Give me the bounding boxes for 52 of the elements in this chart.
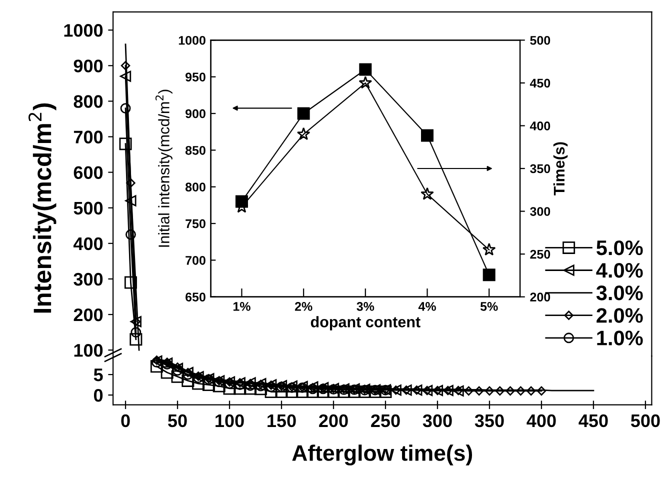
y-tick-label: 900: [186, 109, 206, 118]
x-tick-label: 2%: [294, 302, 312, 311]
y2-tick-label: 400: [530, 122, 550, 130]
legend-label: 1.0%: [597, 330, 643, 346]
legend-label: 3.0%: [596, 286, 643, 300]
y-tick-label: 500: [74, 202, 103, 215]
y-tick-label: 700: [74, 130, 103, 144]
y-tick-label: 800: [185, 182, 206, 192]
x-tick-label: 5%: [480, 302, 498, 311]
y2-tick-label: 250: [530, 250, 550, 259]
y2-tick-label: 350: [530, 164, 550, 174]
y-tick-label: 300: [74, 272, 103, 286]
x-tick-label: 200: [319, 414, 348, 428]
legend-label: 5.0%: [596, 240, 643, 256]
x-tick-label: 450: [578, 414, 608, 428]
x-tick-label: 400: [526, 414, 556, 428]
legend-label: 2.0%: [596, 308, 643, 323]
x-tick-label: 500: [630, 414, 660, 428]
y2-axis-title: Time(s): [553, 142, 568, 196]
y-tick-label: 5: [94, 368, 103, 382]
y-tick-label: 100: [74, 344, 103, 357]
y2-tick-label: 200: [530, 292, 550, 302]
y2-tick-label: 450: [530, 78, 550, 88]
x-tick-label: 250: [371, 414, 400, 428]
y-tick-label: 750: [186, 219, 206, 228]
x-tick-label: 150: [268, 414, 296, 428]
y-tick-label: 1000: [178, 36, 206, 45]
y-tick-label: 0: [94, 388, 103, 402]
y-tick-label: 900: [74, 60, 103, 72]
y2-tick-label: 300: [530, 207, 550, 216]
x-tick-label: 100: [216, 414, 244, 428]
legend-label: 4.0%: [596, 262, 643, 278]
x-axis-title: dopant content: [310, 316, 420, 330]
x-tick-label: 0: [121, 414, 130, 428]
x-tick-label: 50: [168, 414, 187, 428]
y-tick-label: 600: [74, 166, 103, 180]
x-tick-label: 350: [474, 414, 504, 428]
y-axis-title: Initial intensity(mcd/m$^{2}$): [155, 90, 172, 247]
y-tick-label: 400: [73, 237, 103, 250]
x-tick-label: 1%: [233, 302, 250, 311]
x-axis-title: Afterglow time(s): [292, 444, 472, 466]
y2-tick-label: 500: [530, 36, 550, 45]
y-tick-label: 800: [74, 95, 103, 108]
y-tick-label: 1000: [64, 24, 103, 37]
y-axis-title: Intensity(mcd/m$^{2}$): [28, 103, 56, 313]
y-tick-label: 950: [186, 72, 206, 82]
y-tick-label: 850: [185, 146, 206, 155]
x-tick-label: 3%: [356, 302, 374, 311]
y-tick-label: 700: [186, 256, 206, 265]
x-tick-label: 4%: [418, 302, 436, 311]
x-tick-label: 300: [422, 414, 452, 428]
y-tick-label: 650: [186, 292, 206, 302]
